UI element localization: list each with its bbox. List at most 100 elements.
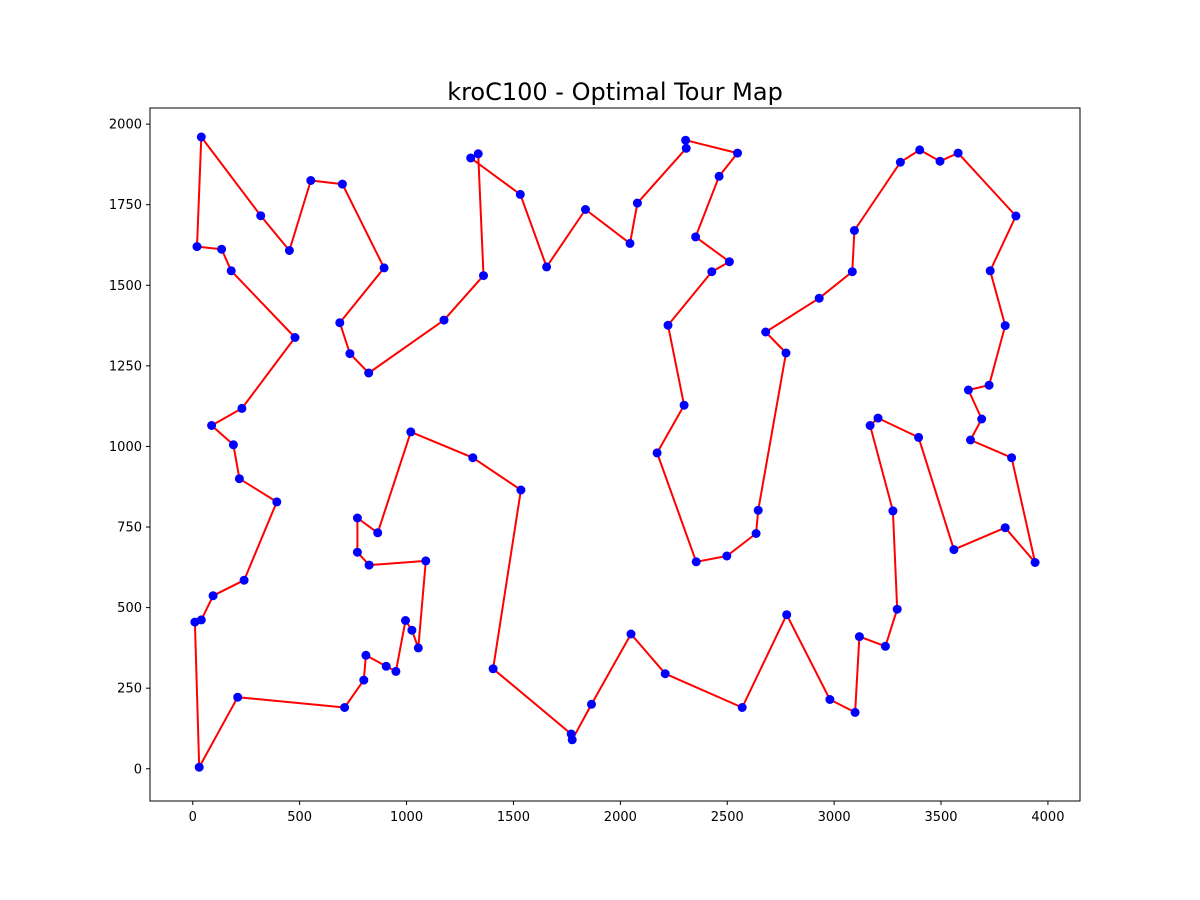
city-point bbox=[873, 413, 883, 423]
city-point bbox=[707, 267, 717, 277]
city-point bbox=[679, 400, 689, 410]
city-point bbox=[751, 529, 761, 538]
y-tick-label: 0 bbox=[134, 762, 142, 777]
y-tick-label: 1750 bbox=[109, 198, 142, 213]
city-point bbox=[737, 703, 747, 712]
city-point bbox=[364, 368, 374, 378]
city-point bbox=[724, 257, 734, 267]
city-point bbox=[781, 348, 791, 358]
city-point bbox=[888, 506, 898, 516]
city-point bbox=[953, 148, 963, 158]
city-point bbox=[825, 695, 835, 704]
city-point bbox=[625, 238, 635, 248]
x-axis: 0 500 1000 1500 2000 2500 3000 3500 4000 bbox=[189, 801, 1064, 825]
city-point bbox=[373, 528, 383, 538]
city-point bbox=[1011, 211, 1021, 221]
x-tick-label: 1000 bbox=[390, 810, 423, 825]
city-point bbox=[488, 664, 498, 674]
plot-frame bbox=[149, 107, 1081, 802]
city-point bbox=[217, 244, 227, 254]
city-point bbox=[977, 414, 987, 424]
city-point bbox=[542, 262, 552, 272]
city-point bbox=[352, 547, 362, 557]
city-point bbox=[1000, 523, 1010, 533]
city-point bbox=[290, 333, 300, 342]
city-point bbox=[663, 320, 673, 330]
city-point bbox=[660, 669, 670, 679]
city-point bbox=[733, 148, 742, 158]
city-point bbox=[849, 226, 859, 235]
city-point bbox=[359, 675, 369, 685]
city-points-group bbox=[190, 132, 1040, 772]
city-point bbox=[652, 448, 662, 458]
city-point bbox=[1000, 321, 1010, 331]
city-point bbox=[814, 293, 824, 303]
city-point bbox=[1030, 558, 1040, 567]
city-point bbox=[207, 421, 217, 430]
city-point bbox=[516, 485, 526, 495]
city-point bbox=[722, 551, 732, 561]
city-point bbox=[228, 440, 238, 450]
y-tick-label: 2000 bbox=[109, 118, 142, 133]
city-point bbox=[515, 189, 525, 199]
city-point bbox=[234, 474, 244, 484]
city-point bbox=[479, 271, 488, 281]
city-point bbox=[914, 432, 924, 442]
city-point bbox=[466, 153, 476, 163]
city-point bbox=[566, 729, 576, 739]
city-point bbox=[753, 505, 763, 515]
city-point bbox=[345, 349, 355, 359]
x-tick-label: 4000 bbox=[1031, 810, 1064, 825]
city-point bbox=[880, 641, 890, 651]
city-point bbox=[691, 557, 701, 567]
city-point bbox=[587, 699, 596, 709]
city-point bbox=[626, 629, 636, 639]
city-point bbox=[935, 156, 945, 166]
city-point bbox=[306, 176, 316, 185]
y-tick-label: 1500 bbox=[109, 279, 142, 294]
city-point bbox=[632, 198, 642, 208]
y-axis: 0 250 500 750 1000 1250 1500 1750 2000 bbox=[109, 118, 150, 777]
x-tick-label: 3000 bbox=[818, 810, 851, 825]
city-point bbox=[966, 435, 975, 445]
city-point bbox=[581, 205, 590, 214]
city-point bbox=[949, 545, 959, 555]
city-point bbox=[850, 707, 860, 717]
city-point bbox=[714, 171, 724, 181]
city-point bbox=[1007, 453, 1017, 463]
city-point bbox=[233, 692, 243, 702]
y-tick-label: 250 bbox=[117, 682, 142, 697]
city-point bbox=[761, 327, 771, 337]
city-point bbox=[391, 666, 401, 676]
city-point bbox=[413, 643, 423, 653]
city-point bbox=[439, 315, 449, 325]
city-point bbox=[407, 625, 417, 635]
city-point bbox=[985, 266, 995, 276]
city-point bbox=[361, 650, 371, 660]
chart-title: kroC100 - Optimal Tour Map bbox=[447, 78, 783, 106]
city-point bbox=[892, 604, 902, 614]
y-tick-label: 1000 bbox=[109, 440, 142, 455]
city-point bbox=[239, 575, 249, 585]
city-point bbox=[691, 232, 701, 242]
city-point bbox=[401, 616, 410, 625]
city-point bbox=[196, 132, 206, 142]
city-point bbox=[895, 157, 905, 167]
x-tick-label: 3500 bbox=[924, 810, 957, 825]
city-point bbox=[468, 453, 478, 463]
city-point bbox=[421, 556, 431, 566]
city-point bbox=[194, 762, 204, 772]
x-tick-label: 1500 bbox=[497, 810, 530, 825]
city-point bbox=[681, 135, 691, 145]
y-tick-label: 1250 bbox=[109, 359, 142, 374]
city-point bbox=[782, 610, 792, 620]
city-point bbox=[256, 211, 266, 221]
city-point bbox=[226, 266, 236, 276]
x-tick-label: 0 bbox=[189, 810, 197, 825]
city-point bbox=[272, 497, 282, 507]
x-tick-label: 2000 bbox=[604, 810, 637, 825]
city-point bbox=[208, 591, 218, 601]
y-tick-label: 500 bbox=[117, 601, 142, 616]
